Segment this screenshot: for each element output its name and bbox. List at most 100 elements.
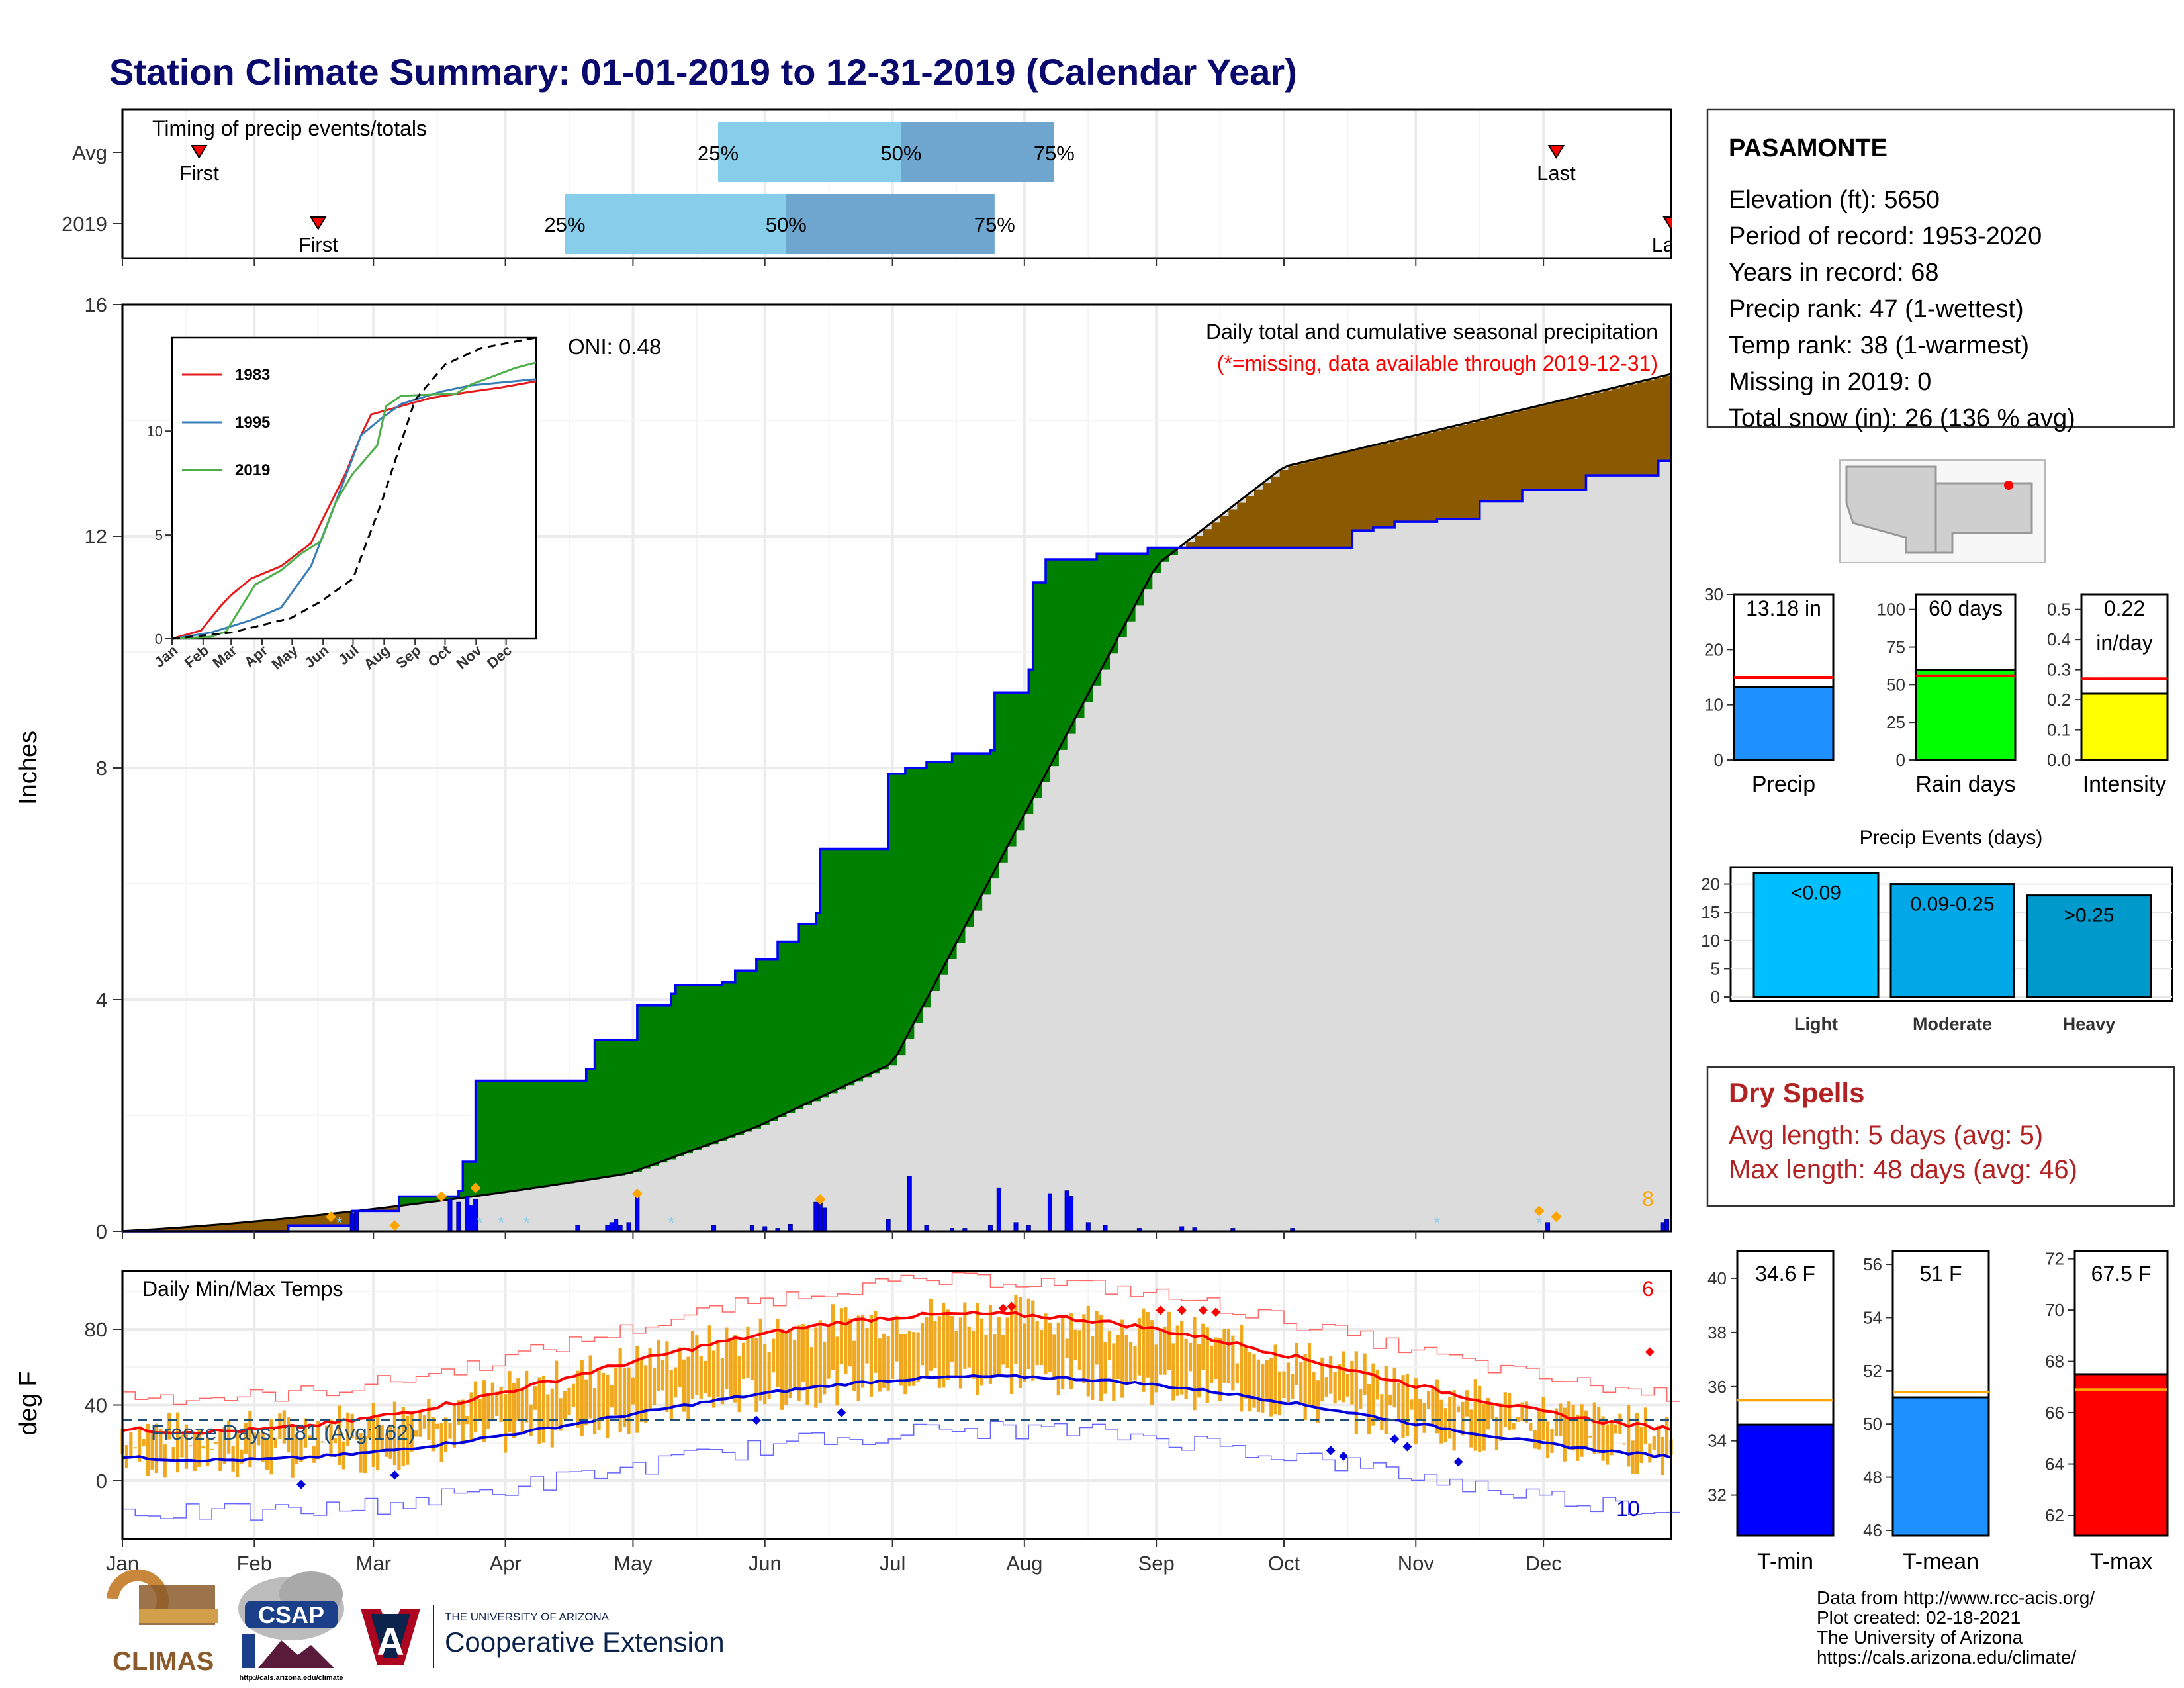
daily-temp-bar bbox=[1073, 1329, 1077, 1360]
month-tick-label: Dec bbox=[1525, 1552, 1562, 1575]
summary-ytick-label: 10 bbox=[1704, 695, 1723, 715]
daily-temp-bar bbox=[380, 1425, 384, 1452]
daily-temp-bar bbox=[1575, 1415, 1580, 1461]
timing-title: Timing of precip events/totals bbox=[152, 117, 427, 140]
daily-precip-bar bbox=[354, 1210, 359, 1232]
daily-temp-bar bbox=[248, 1411, 252, 1468]
station-info-line: Missing in 2019: 0 bbox=[1729, 368, 1931, 396]
daily-temp-bar bbox=[295, 1434, 299, 1464]
daily-temp-bar bbox=[1056, 1322, 1060, 1395]
daily-precip-bar bbox=[614, 1219, 619, 1232]
normal-low-line bbox=[122, 1374, 1672, 1463]
csap-wordmark: CSAP bbox=[258, 1601, 324, 1628]
daily-temp-bar bbox=[644, 1365, 648, 1423]
daily-temp-bar bbox=[809, 1347, 814, 1389]
month-tick-label: Jul bbox=[880, 1552, 906, 1575]
daily-temp-bar bbox=[1240, 1325, 1244, 1412]
summary-ytick-label: 75 bbox=[1886, 637, 1905, 657]
daily-temp-bar bbox=[354, 1430, 359, 1440]
summary-value-label: 60 days bbox=[1929, 596, 2003, 620]
daily-temp-bar bbox=[1537, 1407, 1541, 1450]
events-bar bbox=[2026, 894, 2152, 998]
normal-high-line bbox=[122, 1311, 1672, 1435]
temp-summary-bar-label: T-max bbox=[2090, 1549, 2152, 1574]
daily-temp-bar bbox=[771, 1338, 776, 1373]
temp-summary-bar-label: T-mean bbox=[1903, 1549, 1979, 1574]
daily-temp-bar bbox=[1622, 1443, 1626, 1445]
daily-temp-bar bbox=[546, 1394, 550, 1427]
temp-summary-ytick-label: 46 bbox=[1863, 1521, 1882, 1540]
daily-temp-bar bbox=[240, 1449, 244, 1464]
daily-temp-bar bbox=[1256, 1359, 1261, 1412]
daily-temp-bar bbox=[1597, 1407, 1601, 1454]
daily-temp-bar bbox=[788, 1330, 792, 1399]
daily-temp-bar bbox=[899, 1333, 903, 1386]
daily-temp-bar bbox=[1128, 1342, 1133, 1383]
events-ytick-label: 10 bbox=[1701, 931, 1720, 951]
record-high-marker bbox=[1211, 1307, 1221, 1317]
temp-summary-ytick-label: 66 bbox=[2045, 1403, 2064, 1423]
daily-temp-bar bbox=[1277, 1371, 1282, 1416]
temp-summary-ytick-label: 32 bbox=[1707, 1485, 1727, 1505]
daily-temp-bar bbox=[754, 1338, 758, 1412]
daily-temp-bar bbox=[1435, 1379, 1439, 1434]
daily-temp-bar bbox=[384, 1433, 388, 1457]
precip-corner-count: 8 bbox=[1642, 1187, 1654, 1211]
daily-temp-bar bbox=[1120, 1319, 1124, 1398]
daily-temp-bar bbox=[1124, 1335, 1128, 1383]
daily-temp-bar bbox=[452, 1405, 457, 1448]
daily-temp-bar bbox=[1601, 1416, 1605, 1461]
daily-temp-bar bbox=[1282, 1371, 1286, 1399]
daily-temp-bar bbox=[324, 1425, 329, 1441]
daily-precip-bar bbox=[907, 1176, 912, 1232]
daily-temp-bar bbox=[244, 1423, 248, 1454]
daily-temp-bar bbox=[180, 1434, 184, 1458]
daily-temp-bar bbox=[167, 1413, 171, 1440]
precip-ytick-label: 0 bbox=[96, 1220, 107, 1243]
daily-temp-bar bbox=[1508, 1393, 1512, 1431]
precip-events-chart: Precip Events (days) 0 5 10 15 20 <0.09 Light 0.… bbox=[1701, 827, 2173, 1034]
inset-xtick-label: Mar bbox=[209, 641, 240, 671]
daily-temp-bar bbox=[1648, 1443, 1652, 1463]
temp-summary-bar bbox=[1891, 1396, 1990, 1537]
inset-legend-label: 2019 bbox=[235, 461, 270, 479]
daily-temp-bar bbox=[827, 1327, 831, 1379]
daily-temp-bar bbox=[1410, 1399, 1414, 1410]
daily-temp-bar bbox=[741, 1342, 746, 1379]
station-location-marker bbox=[2004, 481, 2013, 490]
daily-temp-bar bbox=[490, 1382, 494, 1420]
daily-temp-bar bbox=[1222, 1329, 1226, 1383]
climas-logo: CLIMAS bbox=[107, 1569, 218, 1676]
daily-temp-bar bbox=[1478, 1385, 1482, 1452]
daily-temp-bar bbox=[805, 1327, 809, 1405]
summary-value-bar bbox=[2080, 692, 2169, 761]
daily-temp-bar bbox=[639, 1358, 643, 1422]
footer-credits: Data from http://www.rcc-acis.org/Plot c… bbox=[1817, 1587, 2095, 1667]
daily-temp-bar bbox=[197, 1429, 201, 1467]
temp-summary-ytick-label: 36 bbox=[1707, 1377, 1727, 1397]
footer-line: https://cals.arizona.edu/climate/ bbox=[1817, 1647, 2076, 1667]
daily-precip-bar bbox=[822, 1207, 827, 1232]
daily-temp-bar bbox=[576, 1370, 580, 1428]
temp-summary-ytick-label: 56 bbox=[1863, 1254, 1882, 1274]
daily-temp-bar bbox=[801, 1324, 805, 1382]
daily-temp-bar bbox=[1299, 1362, 1303, 1405]
daily-temp-bar bbox=[690, 1331, 695, 1399]
dry-spells-title: Dry Spells bbox=[1729, 1077, 1864, 1108]
temp-ytick-label: 0 bbox=[96, 1470, 107, 1493]
daily-temp-bar bbox=[406, 1415, 410, 1465]
daily-temp-bar bbox=[1554, 1408, 1559, 1436]
daily-temp-bar bbox=[890, 1317, 895, 1379]
daily-temp-bar bbox=[660, 1360, 665, 1391]
precip-ytick-label: 8 bbox=[96, 757, 107, 780]
daily-temp-bar bbox=[287, 1417, 291, 1453]
daily-temp-bar bbox=[1035, 1321, 1039, 1366]
daily-temp-bar bbox=[793, 1339, 797, 1389]
station-info-line: Total snow (in): 26 (136 % avg) bbox=[1729, 404, 2075, 432]
timing-event-label: Last bbox=[1537, 162, 1576, 185]
daily-temp-bar bbox=[1286, 1362, 1291, 1403]
trace-marker: * bbox=[523, 1213, 530, 1233]
ua-logo: A THE UNIVERSITY OF ARIZONA Cooperative … bbox=[361, 1605, 725, 1668]
trace-marker: * bbox=[1536, 1213, 1543, 1233]
daily-temp-bar bbox=[844, 1307, 848, 1374]
